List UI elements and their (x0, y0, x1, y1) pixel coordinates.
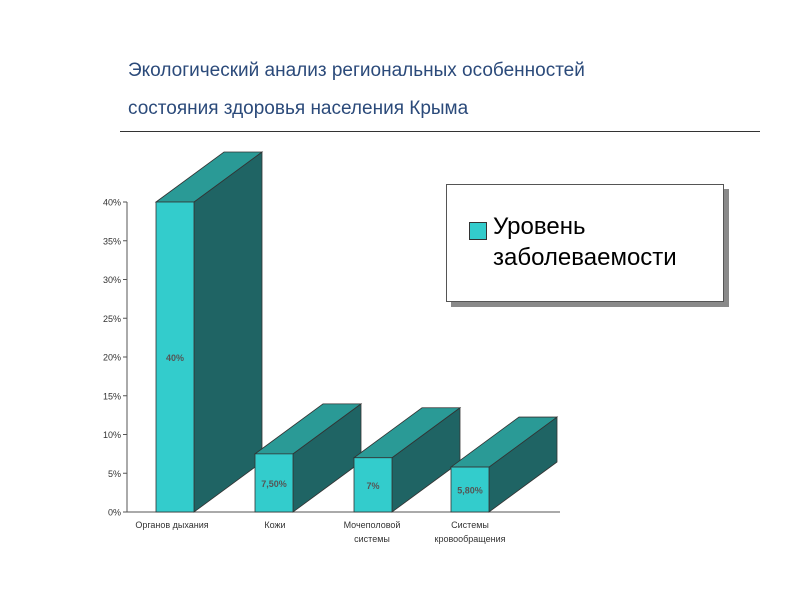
data-label: 40% (166, 353, 184, 363)
y-tick-label: 20% (103, 353, 121, 363)
y-tick-label: 40% (103, 198, 121, 208)
y-tick-label: 30% (103, 275, 121, 285)
category-label: кровообращения (435, 534, 506, 544)
category-label: Кожи (264, 520, 285, 530)
category-label: Органов дыхания (135, 520, 208, 530)
y-tick-label: 35% (103, 236, 121, 246)
category-label: Мочеполовой (344, 520, 401, 530)
category-label: Системы (451, 520, 489, 530)
category-label: системы (354, 534, 390, 544)
slide-title-line-2: состояния здоровья населения Крыма (128, 98, 469, 119)
y-tick-label: 0% (108, 508, 121, 518)
legend-swatch (469, 222, 487, 240)
title-divider (120, 131, 760, 132)
y-tick-label: 10% (103, 430, 121, 440)
slide-title: Экологический анализ региональных особен… (128, 52, 768, 128)
data-label: 7,50% (261, 479, 287, 489)
chart-legend: Уровень заболеваемости (446, 184, 724, 302)
bar (155, 201, 195, 513)
data-label: 7% (366, 481, 379, 491)
data-label: 5,80% (457, 486, 483, 496)
bar-side (193, 151, 263, 513)
y-tick-label: 15% (103, 391, 121, 401)
legend-label: Уровень заболеваемости (493, 213, 677, 271)
bar (353, 457, 393, 513)
y-tick-label: 25% (103, 314, 121, 324)
bar (450, 466, 490, 513)
y-tick-label: 5% (108, 469, 121, 479)
bar (254, 453, 294, 513)
slide-title-line-1: Экологический анализ региональных особен… (128, 60, 585, 81)
